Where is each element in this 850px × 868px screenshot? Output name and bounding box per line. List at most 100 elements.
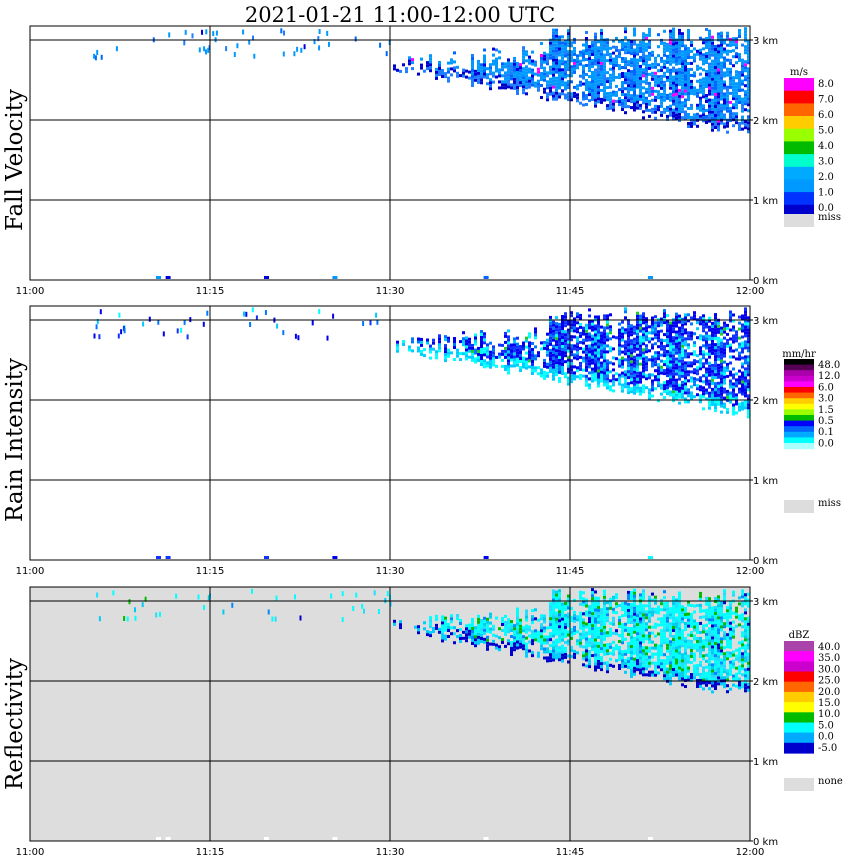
echo-cell	[732, 313, 735, 317]
echo-cell	[684, 47, 687, 51]
echo-cell	[561, 44, 564, 48]
echo-cell	[690, 352, 693, 356]
echo-cell	[513, 56, 516, 60]
echo-cell	[708, 41, 711, 45]
echo-cell	[723, 342, 726, 346]
echo-cell	[642, 315, 645, 319]
echo-cell	[594, 617, 597, 621]
echo-cell	[651, 373, 654, 377]
echo-cell	[720, 103, 723, 107]
echo-cell	[603, 377, 606, 381]
echo-cell	[582, 58, 585, 62]
echo-cell	[669, 56, 672, 60]
echo-cell	[621, 386, 624, 390]
echo-cell	[486, 638, 489, 642]
echo-cell	[714, 355, 717, 359]
echo-cell	[612, 75, 615, 79]
echo-cell	[543, 635, 546, 639]
echo-cell	[576, 630, 579, 634]
echo-cell	[645, 655, 648, 659]
echo-cell	[120, 329, 123, 335]
echo-cell	[585, 610, 588, 614]
echo-cell	[633, 84, 636, 88]
echo-cell	[690, 364, 693, 368]
echo-cell	[600, 647, 603, 651]
echo-cell	[558, 343, 561, 347]
echo-cell	[708, 352, 711, 356]
echo-cell	[726, 368, 729, 372]
echo-cell	[525, 615, 528, 619]
echo-cell	[561, 74, 564, 78]
echo-cell	[465, 627, 468, 631]
echo-cell	[645, 48, 648, 52]
echo-cell	[714, 391, 717, 395]
echo-cell	[714, 654, 717, 657]
echo-cell	[483, 362, 486, 366]
echo-cell	[672, 69, 675, 73]
echo-cell	[552, 31, 555, 35]
echo-cell	[591, 355, 594, 359]
echo-cell	[681, 617, 684, 621]
echo-cell	[567, 83, 570, 87]
echo-cell	[570, 606, 573, 610]
echo-cell	[687, 675, 690, 679]
echo-cell	[639, 650, 642, 654]
echo-cell	[453, 69, 456, 73]
echo-cell	[675, 664, 678, 668]
echo-cell	[594, 354, 597, 358]
echo-cell	[744, 63, 747, 67]
echo-cell	[684, 110, 687, 114]
echo-cell	[720, 386, 723, 390]
echo-cell	[555, 64, 558, 68]
echo-cell	[732, 85, 735, 89]
echo-cell	[576, 336, 579, 340]
echo-cell	[543, 617, 546, 621]
echo-cell	[747, 58, 750, 62]
echo-cell	[579, 596, 582, 600]
echo-cell	[714, 669, 717, 672]
echo-cell	[711, 393, 714, 397]
echo-cell	[522, 647, 525, 651]
echo-cell	[681, 683, 684, 687]
echo-cell	[435, 614, 438, 618]
echo-cell	[666, 356, 669, 360]
echo-cell	[699, 636, 702, 640]
echo-cell	[567, 86, 570, 90]
echo-cell	[684, 643, 687, 646]
echo-cell	[588, 90, 591, 94]
echo-cell	[645, 54, 648, 58]
echo-cell	[681, 641, 684, 645]
echo-cell	[609, 361, 612, 365]
echo-cell	[639, 338, 642, 342]
echo-cell	[669, 324, 672, 328]
echo-cell	[693, 317, 696, 321]
echo-cell	[681, 68, 684, 72]
echo-cell	[486, 361, 489, 365]
echo-cell	[591, 325, 594, 329]
echo-cell	[462, 636, 465, 640]
echo-cell	[606, 47, 609, 51]
echo-cell	[675, 616, 678, 620]
echo-cell	[531, 366, 534, 369]
echo-cell	[738, 80, 741, 83]
echo-cell	[618, 361, 621, 365]
echo-cell	[678, 654, 681, 658]
echo-cell	[624, 87, 627, 91]
echo-cell	[678, 94, 681, 98]
echo-cell	[549, 86, 552, 90]
echo-cell	[708, 367, 711, 371]
echo-cell	[612, 105, 615, 109]
echo-cell	[582, 657, 585, 661]
echo-cell	[717, 68, 720, 72]
echo-cell	[582, 338, 585, 342]
echo-cell	[702, 672, 705, 676]
echo-cell	[645, 652, 648, 656]
echo-cell	[681, 332, 684, 336]
echo-cell	[465, 345, 468, 349]
echo-cell	[741, 380, 744, 384]
echo-cell	[747, 100, 750, 104]
echo-cell	[732, 340, 735, 344]
echo-cell	[654, 74, 657, 78]
echo-cell	[513, 624, 516, 628]
echo-cell	[576, 618, 579, 622]
